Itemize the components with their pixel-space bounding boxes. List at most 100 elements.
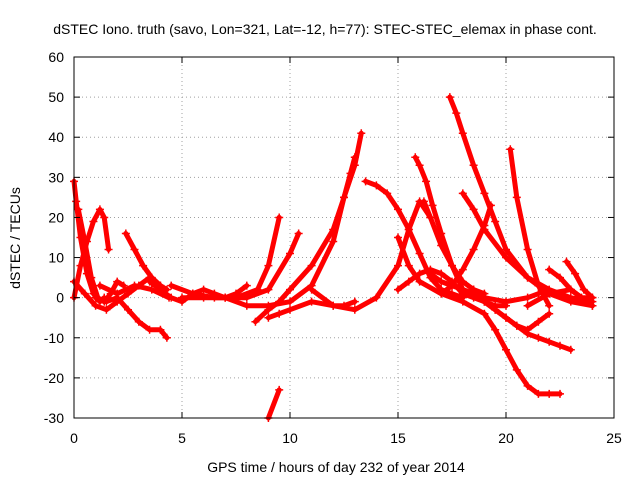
y-tick-label: 30 [48,169,64,185]
chart-title: dSTEC Iono. truth (savo, Lon=321, Lat=-1… [53,21,597,37]
data-point [95,205,104,214]
data-point [480,309,489,318]
data-point [448,281,456,290]
data-point [394,285,402,294]
data-point [404,225,413,234]
data-point [80,289,89,298]
data-point [566,345,575,354]
x-tick-label: 5 [178,430,186,446]
data-point [167,293,176,302]
data-point [419,197,428,206]
data-point [480,189,489,198]
data-point [329,237,338,246]
data-point [469,245,478,254]
data-point [100,213,109,222]
data-point [221,293,230,302]
data-point [264,261,273,270]
data-point [502,245,510,254]
data-point [458,297,467,306]
data-point [512,365,521,374]
data-point [113,277,122,286]
x-tick-label: 15 [390,430,406,446]
y-tick-label: -10 [44,330,64,346]
data-point [502,313,510,322]
x-tick-label: 10 [282,430,298,446]
data-point [437,269,446,278]
data-point [199,293,208,302]
data-point [452,109,461,118]
data-point [566,293,575,302]
data-point [156,325,165,334]
y-tick-label: -30 [44,410,64,426]
data-point [145,325,154,334]
y-axis-label: dSTEC / TECUs [7,187,23,289]
data-point [422,177,431,186]
y-tick-label: 60 [48,49,64,65]
data-point [458,129,467,138]
data-point [523,325,532,334]
data-point [134,317,143,326]
data-point [556,273,564,282]
data-point [480,225,489,234]
data-point [102,305,111,314]
plot-frame [73,56,615,419]
data-point [506,145,515,154]
data-point [145,277,154,286]
data-point [394,233,402,242]
data-point [437,289,446,298]
data-point [329,301,338,310]
data-point [566,285,575,294]
data-point [458,277,467,286]
data-point [340,193,348,202]
data-point [523,245,532,254]
data-point [357,129,366,138]
series-arc-29 [525,287,595,309]
data-point [512,193,521,202]
data-point [545,301,554,310]
data-point [147,285,156,294]
y-axis-ticks: -30 -20 -10 0 10 20 30 40 50 60 [44,49,614,426]
data-point [167,281,176,290]
data-point [588,293,597,302]
data-point [458,265,467,274]
data-point [361,177,370,186]
y-tick-label: 20 [48,209,64,225]
x-axis-ticks: 0 5 10 15 20 25 [70,57,622,446]
data-point [469,285,478,294]
data-point [162,333,171,342]
data-point [545,309,554,318]
data-point [264,313,273,322]
x-tick-label: 20 [498,430,514,446]
data-point [307,285,316,294]
data-point [264,301,273,310]
data-point [74,205,83,214]
data-point [415,161,424,170]
data-point [80,237,89,246]
data-point [445,93,454,102]
y-tick-label: -20 [44,370,64,386]
data-point [87,273,96,282]
data-point [437,277,446,286]
series-arc-28 [564,259,595,301]
data-point [72,197,81,206]
data-point [350,153,359,162]
series-arc-26 [471,287,552,333]
data-point [275,213,284,222]
data-point [242,281,251,290]
data-point [512,321,521,330]
data-point [469,293,478,302]
data-point [523,273,532,282]
series-arc-12 [222,154,358,309]
data-point [562,257,571,266]
data-point [275,309,284,318]
data-point [458,189,467,198]
data-point [286,297,294,306]
data-point [346,169,355,178]
data-point [130,245,139,254]
series-arc-24 [460,190,595,305]
data-point [130,281,139,290]
y-tick-label: 50 [48,89,64,105]
data-point [545,289,554,298]
data-point [89,217,98,226]
